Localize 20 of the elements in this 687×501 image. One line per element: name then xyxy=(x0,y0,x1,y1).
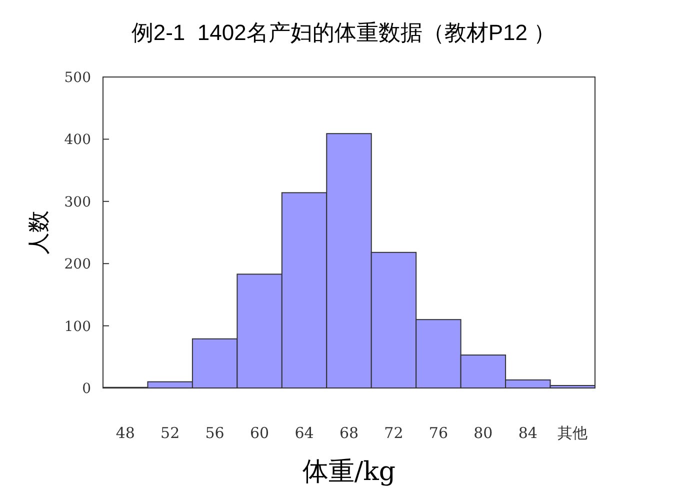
y-tick-label: 100 xyxy=(64,318,91,335)
y-tick-label: 300 xyxy=(64,194,91,210)
x-tick-label: 56 xyxy=(205,424,224,442)
x-tick-label: 48 xyxy=(116,424,135,442)
chart-title: 例2-1 1402名产妇的体重数据（教材P12 ） xyxy=(131,20,556,45)
y-tick-label: 400 xyxy=(64,132,91,148)
y-tick-label: 200 xyxy=(64,256,91,273)
x-tick-label: 68 xyxy=(339,424,359,442)
x-tick-label: 84 xyxy=(518,424,538,442)
y-axis-title: 人数 xyxy=(27,210,52,254)
x-tick-label: 其他 xyxy=(558,424,588,442)
x-tick-label: 76 xyxy=(428,424,448,442)
y-tick-label: 0 xyxy=(82,381,91,397)
x-tick-label: 64 xyxy=(294,424,314,442)
x-tick-label: 80 xyxy=(474,424,493,442)
x-tick-label: 52 xyxy=(160,424,180,442)
x-axis-title: 体重/kg xyxy=(302,457,396,487)
x-tick-label: 60 xyxy=(250,424,270,442)
x-tick-label: 72 xyxy=(384,424,404,442)
y-tick-label: 500 xyxy=(64,70,91,86)
